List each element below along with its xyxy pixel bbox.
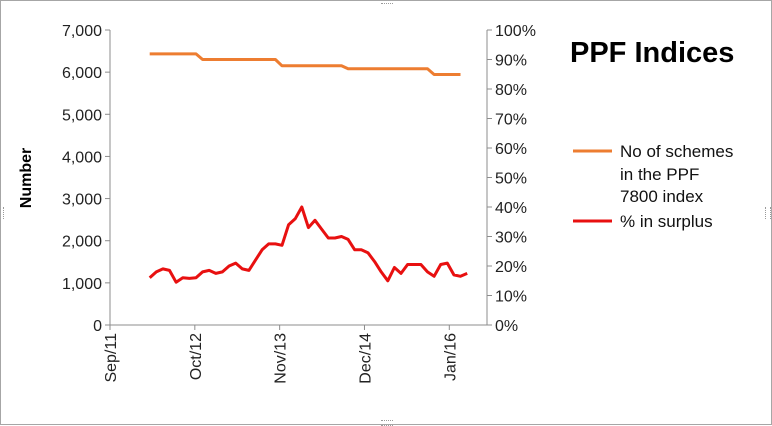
legend-label-surplus: % in surplus — [620, 212, 713, 231]
y-left-tick-label: 7,000 — [62, 23, 102, 40]
y-right-tick-label: 0% — [495, 318, 518, 335]
chart-title: PPF Indices — [570, 37, 734, 69]
x-tick-label: Jan/16 — [442, 333, 459, 381]
legend: No of schemes in the PPF 7800 index % in… — [573, 142, 733, 231]
x-tick-label: Oct/12 — [188, 333, 205, 380]
y-right-tick-label: 60% — [495, 141, 527, 158]
series-line-schemes — [149, 52, 461, 76]
y-right-tick-label: 10% — [495, 289, 527, 306]
tick-group: 0 1,000 2,000 3,000 4,000 5,000 6,000 7,000 0% 10… — [62, 23, 536, 384]
resize-handle-top[interactable] — [381, 0, 393, 4]
legend-label-schemes-1: No of schemes — [620, 142, 733, 161]
x-tick-label: Sep/11 — [103, 333, 120, 383]
y-right-tick-label: 30% — [495, 230, 527, 247]
y-right-tick-label: 40% — [495, 200, 527, 217]
y-left-tick-label: 4,000 — [62, 149, 102, 166]
y-right-tick-label: 50% — [495, 171, 527, 188]
x-tick-label: Dec/14 — [357, 333, 374, 384]
y-left-tick-label: 0 — [93, 318, 102, 335]
y-right-tick-label: 100% — [495, 23, 536, 40]
resize-handle-right[interactable] — [765, 207, 771, 219]
y-left-tick-label: 3,000 — [62, 192, 102, 209]
legend-label-schemes-3: 7800 index — [620, 187, 704, 206]
y-right-tick-label: 90% — [495, 53, 527, 70]
resize-handle-left[interactable] — [0, 207, 4, 219]
y-right-tick-label: 20% — [495, 259, 527, 276]
y-left-tick-label: 1,000 — [62, 276, 102, 293]
x-tick-label: Nov/13 — [273, 333, 290, 384]
y-left-tick-label: 2,000 — [62, 234, 102, 251]
legend-label-schemes-2: in the PPF — [620, 165, 699, 184]
y-left-tick-label: 6,000 — [62, 65, 102, 82]
y-axis-label: Number — [18, 148, 35, 208]
axes-group — [109, 30, 488, 326]
y-left-tick-label: 5,000 — [62, 107, 102, 124]
y-right-tick-label: 70% — [495, 112, 527, 129]
series-group — [148, 52, 468, 284]
y-right-tick-label: 80% — [495, 82, 527, 99]
series-line-surplus — [148, 205, 468, 284]
